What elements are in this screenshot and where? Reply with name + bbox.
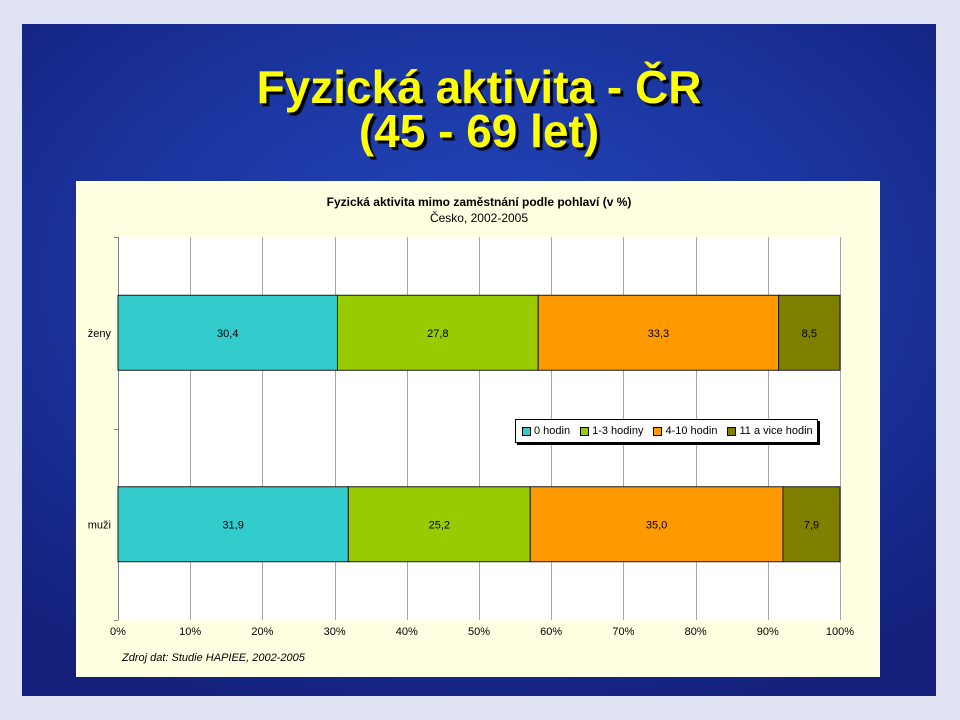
x-tick-label: 30%: [324, 626, 346, 638]
legend-item-11-a-vice-hodin: 11 a vice hodin: [727, 425, 813, 437]
bar-segment: [336, 294, 539, 371]
legend-swatch: [727, 426, 737, 436]
data-label: 25,2: [429, 519, 450, 531]
x-tick-label: 20%: [251, 626, 273, 638]
bar-segment: [347, 486, 531, 563]
category-label: muži: [88, 519, 111, 531]
source-note: Zdroj dat: Studie HAPIEE, 2002-2005: [121, 652, 306, 664]
chart-subtitle: Česko, 2002-2005: [430, 210, 528, 225]
chart-title: Fyzická aktivita mimo zaměstnání podle p…: [327, 195, 632, 209]
legend-label: 1-3 hodiny: [592, 425, 644, 437]
data-label: 31,9: [222, 519, 243, 531]
chart-panel: 0% 10% 20% 30% 40% 50% 60% 70% 80% 90% 100% ženy 30,…: [76, 181, 880, 677]
label-layer: 0% 10% 20% 30% 40% 50% 60% 70% 80% 90% 100% ženy 30,…: [88, 328, 855, 638]
legend-label: 11 a vice hodin: [739, 425, 813, 437]
bar-layer: [117, 294, 841, 563]
bar-segment: [782, 486, 841, 563]
slide-title-line-1: Fyzická aktivita - ČR: [256, 61, 702, 113]
x-tick-label: 80%: [685, 626, 707, 638]
bar-segment: [778, 294, 841, 371]
bar-segment: [117, 294, 338, 371]
slide-title: Fyzická aktivita - ČR (45 - 69 let): [22, 61, 936, 157]
legend-item-0-hodin: 0 hodin: [522, 425, 570, 437]
x-tick-label: 0%: [110, 626, 126, 638]
legend-swatch: [580, 426, 590, 436]
data-label: 35,0: [646, 519, 667, 531]
x-tick-label: 90%: [757, 626, 779, 638]
legend-label: 0 hodin: [534, 425, 571, 437]
data-label: 33,3: [648, 328, 669, 340]
chart-legend: 0 hodin 1-3 hodiny 4-10 hodin 11 a vice …: [515, 419, 818, 443]
x-tick-label: 50%: [468, 626, 490, 638]
x-tick-label: 60%: [540, 626, 562, 638]
bar-segment: [529, 486, 784, 563]
data-label: 8,5: [802, 328, 817, 340]
legend-swatch: [522, 426, 531, 436]
legend-item-1-3-hodiny: 1-3 hodiny: [580, 425, 643, 437]
data-label: 7,9: [804, 519, 819, 531]
x-tick-label: 40%: [396, 626, 418, 638]
x-tick-label: 100%: [826, 626, 854, 638]
data-label: 27,8: [427, 328, 448, 340]
data-label: 30,4: [217, 328, 238, 340]
legend-swatch: [653, 426, 663, 436]
category-label: ženy: [88, 328, 112, 340]
x-tick-label: 70%: [612, 626, 634, 638]
slide: Fyzická aktivita - ČR (45 - 69 let) 0% 10…: [22, 24, 936, 696]
legend-item-4-10-hodin: 4-10 hodin: [653, 425, 717, 437]
slide-title-line-2: (45 - 69 let): [358, 105, 600, 157]
legend-label: 4-10 hodin: [665, 425, 718, 437]
bar-segment: [537, 294, 780, 371]
x-tick-label: 10%: [179, 626, 201, 638]
